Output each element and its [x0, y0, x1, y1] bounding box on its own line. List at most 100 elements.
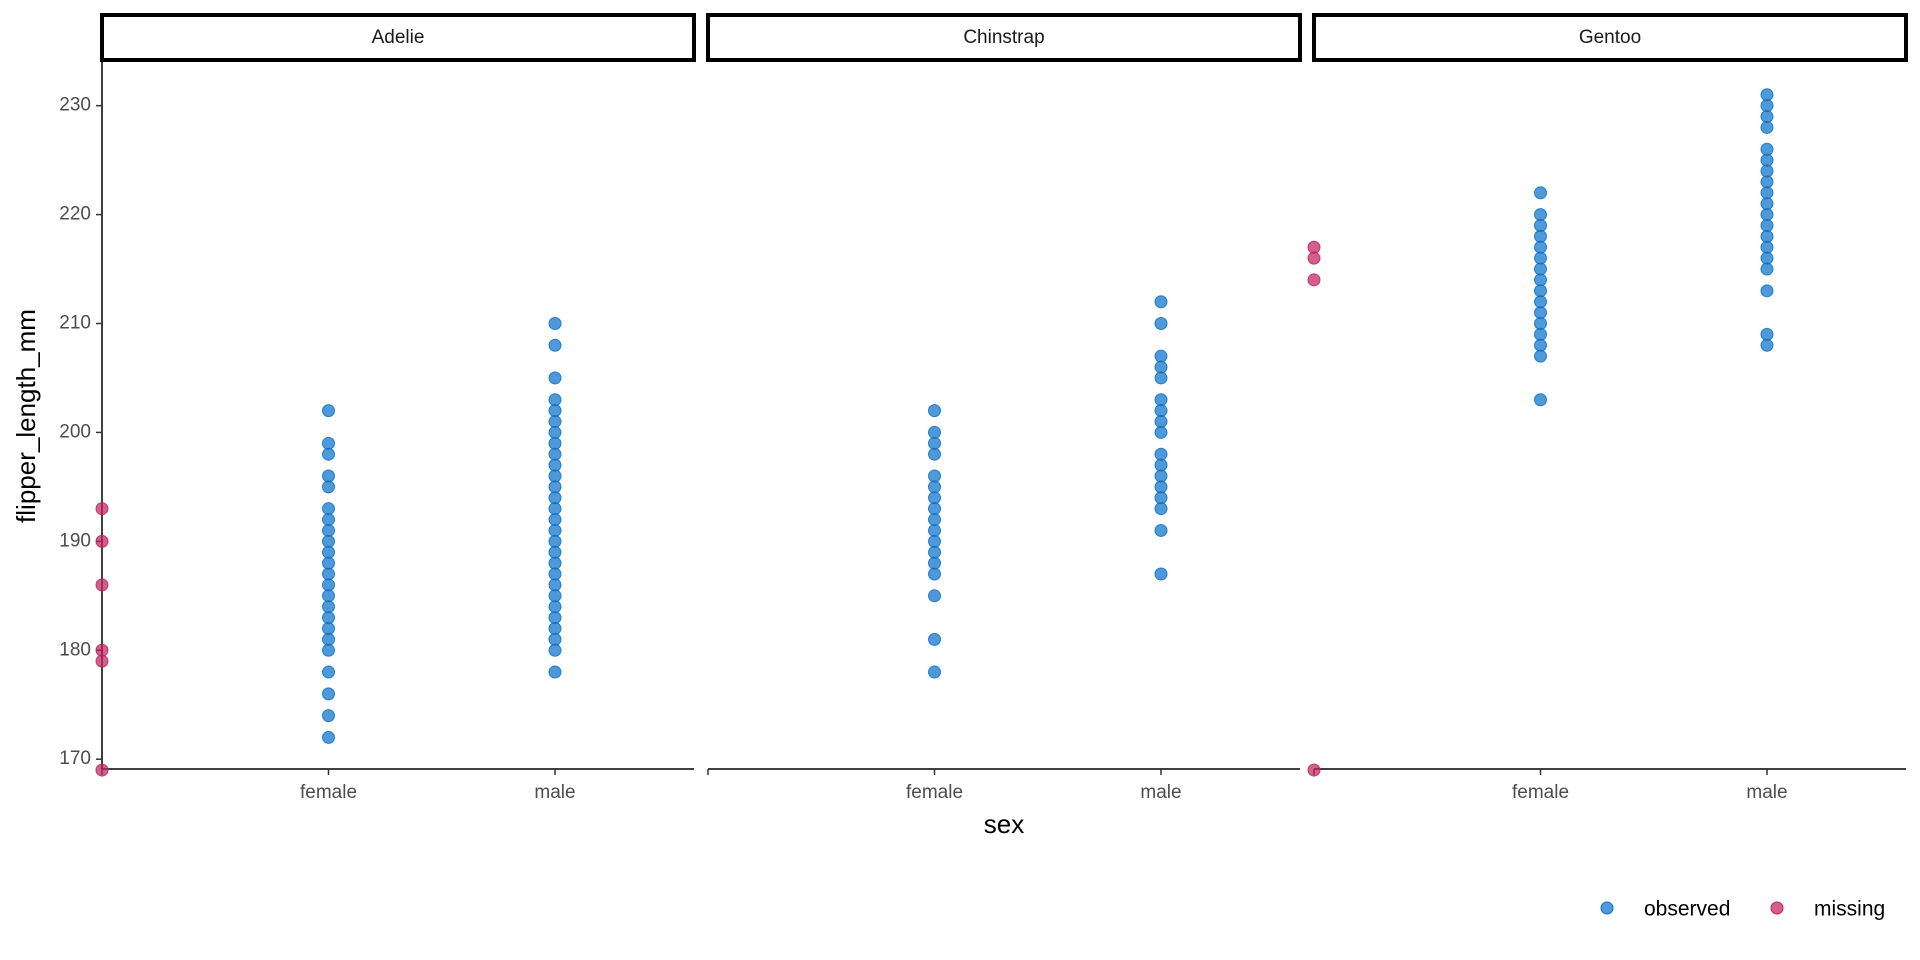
point	[1760, 164, 1774, 178]
point	[548, 665, 562, 679]
point	[1534, 186, 1547, 200]
point	[1307, 273, 1321, 287]
y-tick-label: 180	[59, 639, 91, 660]
point	[322, 480, 335, 494]
point	[928, 567, 941, 581]
point	[1534, 338, 1547, 352]
point	[1534, 393, 1547, 407]
point	[1760, 88, 1774, 102]
point	[1534, 349, 1547, 363]
point	[928, 425, 941, 439]
point	[548, 632, 562, 646]
point	[548, 600, 562, 614]
x-tick-label: female	[906, 782, 963, 803]
point	[928, 589, 941, 603]
point	[322, 545, 335, 559]
point	[1534, 262, 1547, 276]
point	[548, 458, 562, 472]
point	[548, 425, 562, 439]
point	[322, 502, 335, 516]
point	[1154, 415, 1168, 429]
point	[928, 556, 941, 570]
point	[1760, 229, 1774, 243]
strip-label: Gentoo	[1579, 27, 1641, 48]
point	[548, 480, 562, 494]
point	[322, 632, 335, 646]
point	[548, 436, 562, 450]
point	[1760, 338, 1774, 352]
point	[548, 513, 562, 527]
point	[928, 513, 941, 527]
point	[322, 621, 335, 635]
point	[322, 687, 335, 701]
point	[928, 502, 941, 516]
point	[1534, 306, 1547, 320]
point	[322, 513, 335, 527]
point	[548, 545, 562, 559]
point	[322, 578, 335, 592]
point	[1307, 763, 1321, 777]
point	[548, 317, 562, 331]
point	[322, 523, 335, 537]
x-tick-label: female	[300, 782, 357, 803]
point	[928, 523, 941, 537]
x-tick-label: male	[1140, 782, 1181, 803]
point	[548, 404, 562, 418]
legend-label: missing	[1814, 898, 1885, 921]
point	[322, 665, 335, 679]
strip-label: Adelie	[372, 27, 425, 48]
point	[322, 567, 335, 581]
point	[1760, 240, 1774, 254]
point	[322, 730, 335, 744]
strip-box	[706, 13, 1302, 62]
point	[548, 621, 562, 635]
point	[548, 491, 562, 505]
point	[1154, 491, 1168, 505]
point	[1154, 295, 1168, 309]
point	[1307, 240, 1321, 254]
y-axis-title: flipper_length_mm	[11, 309, 41, 523]
point	[322, 709, 335, 723]
point	[1307, 251, 1321, 265]
point	[548, 556, 562, 570]
point	[1760, 186, 1774, 200]
y-tick-label: 230	[59, 95, 91, 116]
point	[1534, 229, 1547, 243]
point	[548, 578, 562, 592]
point	[548, 611, 562, 625]
point	[322, 436, 335, 450]
point	[1760, 110, 1774, 124]
x-tick-label: male	[1746, 782, 1787, 803]
point	[1534, 327, 1547, 341]
point	[1154, 567, 1168, 581]
point	[1534, 295, 1547, 309]
point	[1534, 284, 1547, 298]
point	[1154, 393, 1168, 407]
point	[1154, 469, 1168, 483]
point	[548, 415, 562, 429]
point	[95, 643, 109, 657]
point	[322, 404, 335, 418]
point	[1760, 284, 1774, 298]
point	[1534, 240, 1547, 254]
x-axis-title: sex	[984, 809, 1024, 839]
y-tick-label: 170	[59, 748, 91, 769]
point	[928, 436, 941, 450]
point	[1760, 175, 1774, 189]
point	[548, 338, 562, 352]
point	[928, 469, 941, 483]
point	[1760, 153, 1774, 167]
point	[322, 556, 335, 570]
y-tick-label: 210	[59, 313, 91, 334]
point	[1154, 349, 1168, 363]
point	[1534, 251, 1547, 265]
point	[322, 611, 335, 625]
point	[1154, 458, 1168, 472]
point	[95, 578, 109, 592]
point	[1760, 251, 1774, 265]
point	[928, 404, 941, 418]
point	[1154, 447, 1168, 461]
point	[322, 600, 335, 614]
point	[928, 480, 941, 494]
